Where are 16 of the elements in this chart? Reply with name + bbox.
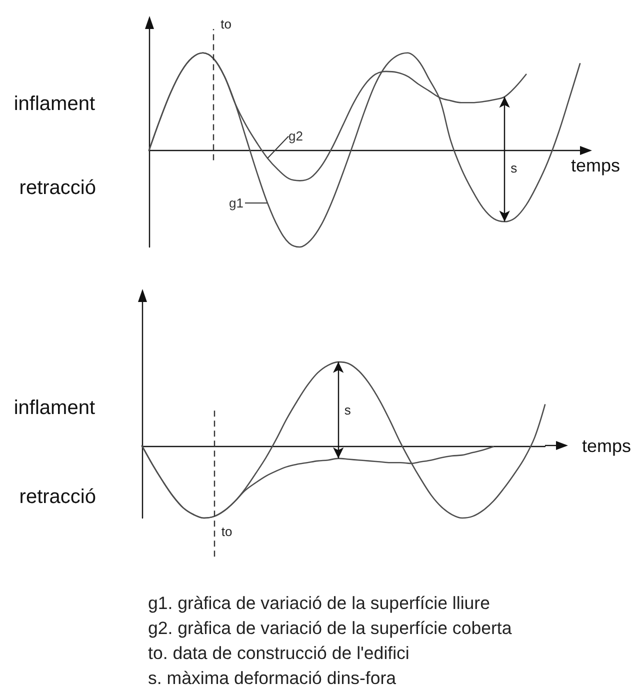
- x-axis-title: temps: [582, 436, 632, 456]
- text: inflament: [14, 397, 96, 419]
- annotation: s: [344, 402, 352, 418]
- annotation: s: [510, 160, 518, 176]
- text: s. màxima deformació dins-fora: [148, 668, 396, 688]
- text: to. data de construcció de l'edifici: [148, 643, 410, 663]
- text: retracció: [19, 177, 96, 199]
- text: inflament: [14, 93, 96, 115]
- text: to: [221, 524, 232, 540]
- series-label: g1: [229, 196, 244, 211]
- x-axis-title: temps: [570, 155, 620, 176]
- series-label: g2: [288, 128, 303, 144]
- text: g2. gràfica de variació de la superfície coberta: [148, 618, 512, 638]
- text: to: [220, 16, 232, 32]
- text: g1. gràfica de variació de la superfície lliure: [148, 593, 490, 613]
- text: retracció: [19, 486, 96, 508]
